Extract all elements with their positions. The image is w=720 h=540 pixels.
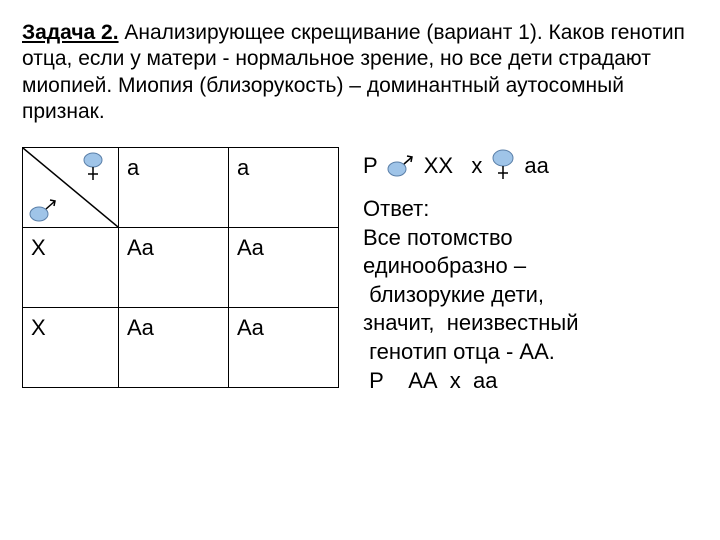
punnett-square: а а X Aa Aa X Aa Aa <box>22 147 339 388</box>
problem-number: Задача 2. <box>22 21 119 44</box>
answer-label: Ответ: <box>363 195 578 224</box>
answer-line: единообразно – <box>363 252 578 281</box>
punnett-col-header: а <box>229 148 339 228</box>
answer-line: Все потомство <box>363 224 578 253</box>
right-panel: Р ХХ х аа Ответ: Все потомство единообра… <box>363 143 578 395</box>
parents-line: Р ХХ х аа <box>363 149 578 183</box>
punnett-cell: Aa <box>229 308 339 388</box>
answer-line: Р АА х аа <box>363 367 578 396</box>
answer-line: генотип отца - АА. <box>363 338 578 367</box>
male-icon <box>27 198 59 224</box>
father-genotype: ХХ х <box>424 152 483 180</box>
punnett-col-header: а <box>119 148 229 228</box>
male-icon <box>386 155 416 177</box>
problem-text: Анализирующее скрещивание (вариант 1). К… <box>22 21 685 123</box>
punnett-cell: Aa <box>119 308 229 388</box>
answer-line: значит, неизвестный <box>363 309 578 338</box>
punnett-cell: Aa <box>119 228 229 308</box>
female-icon <box>490 149 516 183</box>
problem-header: Задача 2. Анализирующее скрещивание (вар… <box>22 20 698 125</box>
answer-line: близорукие дети, <box>363 281 578 310</box>
punnett-row-header: X <box>23 308 119 388</box>
answer-block: Ответ: Все потомство единообразно – близ… <box>363 195 578 395</box>
p-label: Р <box>363 152 378 180</box>
punnett-corner <box>23 148 119 228</box>
punnett-cell: Aa <box>229 228 339 308</box>
female-icon <box>79 150 107 186</box>
punnett-row-header: X <box>23 228 119 308</box>
mother-genotype: аа <box>524 152 548 180</box>
